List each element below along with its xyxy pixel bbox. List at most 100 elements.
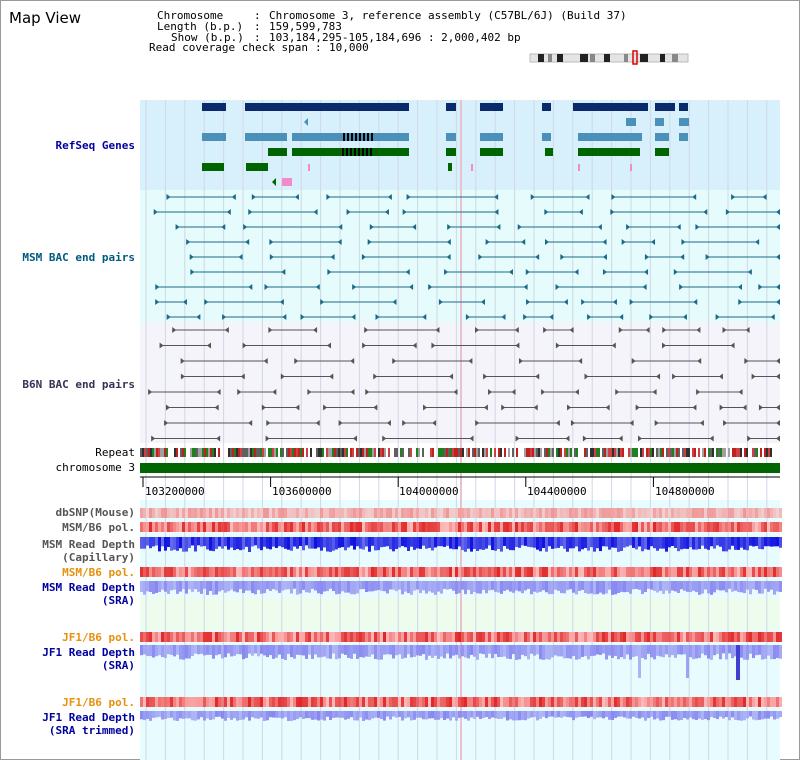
depth-bar	[272, 645, 275, 659]
heat-cell	[188, 567, 191, 577]
depth-bar	[521, 711, 524, 720]
depth-bar	[722, 645, 725, 654]
depth-bar	[260, 645, 263, 654]
heat-cell	[365, 697, 368, 707]
repeat-mark	[728, 448, 730, 457]
depth-bar	[212, 537, 215, 552]
depth-bar	[461, 711, 464, 718]
heat-cell	[362, 632, 365, 642]
repeat-mark	[388, 448, 390, 457]
heat-cell	[671, 567, 674, 577]
track-label-chromosome[interactable]: chromosome 3	[55, 461, 135, 474]
heat-cell	[755, 508, 758, 518]
depth-bar	[275, 581, 278, 591]
depth-bar	[323, 645, 326, 657]
heat-cell	[248, 567, 251, 577]
depth-bar	[632, 645, 635, 657]
heat-cell	[485, 632, 488, 642]
track-label-msm-b6-pol-1[interactable]: MSM/B6 pol.	[62, 521, 135, 534]
depth-bar	[743, 581, 746, 594]
track-label-b6n-bac[interactable]: B6N BAC end pairs	[22, 378, 135, 391]
track-label-dbsnp[interactable]: dbSNP(Mouse)	[55, 506, 135, 519]
heat-cell	[707, 632, 710, 642]
track-label-msm-depth-sra-1[interactable]: MSM Read Depth	[42, 581, 135, 594]
track-label-repeat[interactable]: Repeat	[95, 446, 135, 459]
bac-end	[543, 327, 548, 333]
repeat-mark	[596, 448, 598, 457]
track-label-msm-b6-pol-2[interactable]: MSM/B6 pol.	[62, 566, 135, 579]
heat-cell	[287, 508, 290, 518]
heat-cell	[680, 697, 683, 707]
depth-bar	[536, 537, 539, 550]
heat-cell	[719, 632, 722, 642]
heat-cell	[353, 508, 356, 518]
heat-cell	[779, 567, 782, 577]
repeat-mark	[528, 448, 530, 457]
heat-cell	[686, 697, 689, 707]
track-label-jf1-depth-sra-1[interactable]: JF1 Read Depth	[42, 646, 135, 659]
bac-end	[330, 254, 335, 260]
heat-cell	[359, 697, 362, 707]
heat-cell	[335, 697, 338, 707]
heat-cell	[317, 522, 320, 532]
ideogram-band	[590, 54, 595, 62]
heat-cell	[665, 508, 668, 518]
depth-bar	[392, 581, 395, 590]
track-label-refseq[interactable]: RefSeq Genes	[55, 139, 135, 152]
bac-end	[412, 342, 417, 349]
track-label-jf1-b6-pol-2[interactable]: JF1/B6 pol.	[62, 696, 135, 709]
track-label-msm-depth-cap-1[interactable]: MSM Read Depth	[42, 538, 135, 551]
heat-cell	[500, 522, 503, 532]
heat-cell	[290, 632, 293, 642]
heat-cell	[779, 697, 782, 707]
heat-cell	[773, 508, 776, 518]
bac-end	[315, 284, 320, 290]
depth-bar	[215, 711, 218, 717]
repeat-mark	[268, 448, 270, 457]
heat-cell	[338, 697, 341, 707]
heat-cell	[758, 697, 761, 707]
heat-cell	[389, 697, 392, 707]
heat-cell	[194, 508, 197, 518]
depth-bar	[356, 711, 359, 721]
depth-bar	[209, 711, 212, 720]
heat-cell	[281, 522, 284, 532]
heat-cell	[305, 567, 308, 577]
depth-bar	[413, 537, 416, 550]
depth-bar	[179, 581, 182, 592]
bac-end	[279, 299, 284, 305]
heat-cell	[491, 508, 494, 518]
bac-end	[307, 389, 312, 395]
heat-cell	[281, 697, 284, 707]
heat-cell	[767, 697, 770, 707]
track-label-jf1-b6-pol-1[interactable]: JF1/B6 pol.	[62, 631, 135, 644]
depth-bar	[230, 645, 233, 657]
depth-bar	[611, 711, 614, 721]
heat-cell	[659, 567, 662, 577]
heat-cell	[266, 632, 269, 642]
depth-bar	[572, 581, 575, 593]
heat-cell	[206, 632, 209, 642]
heat-cell	[545, 632, 548, 642]
repeat-mark	[150, 448, 152, 457]
repeat-mark	[460, 448, 462, 457]
depth-bar	[389, 581, 392, 590]
depth-bar	[668, 645, 671, 658]
heat-cell	[341, 632, 344, 642]
track-label-jf1-depth-trim-1[interactable]: JF1 Read Depth	[42, 711, 135, 724]
track-label-msm-bac[interactable]: MSM BAC end pairs	[22, 251, 135, 264]
heat-cell	[206, 522, 209, 532]
heat-cell	[407, 522, 410, 532]
bac-end	[530, 194, 535, 200]
bac-end	[514, 327, 519, 333]
bac-end	[405, 269, 410, 275]
depth-bar	[293, 645, 296, 659]
depth-bar	[689, 711, 692, 718]
repeat-mark	[364, 448, 366, 457]
depth-bar	[170, 645, 173, 655]
heat-cell	[503, 522, 506, 532]
bac-end	[652, 389, 657, 395]
heat-cell	[296, 632, 299, 642]
heat-cell	[542, 697, 545, 707]
